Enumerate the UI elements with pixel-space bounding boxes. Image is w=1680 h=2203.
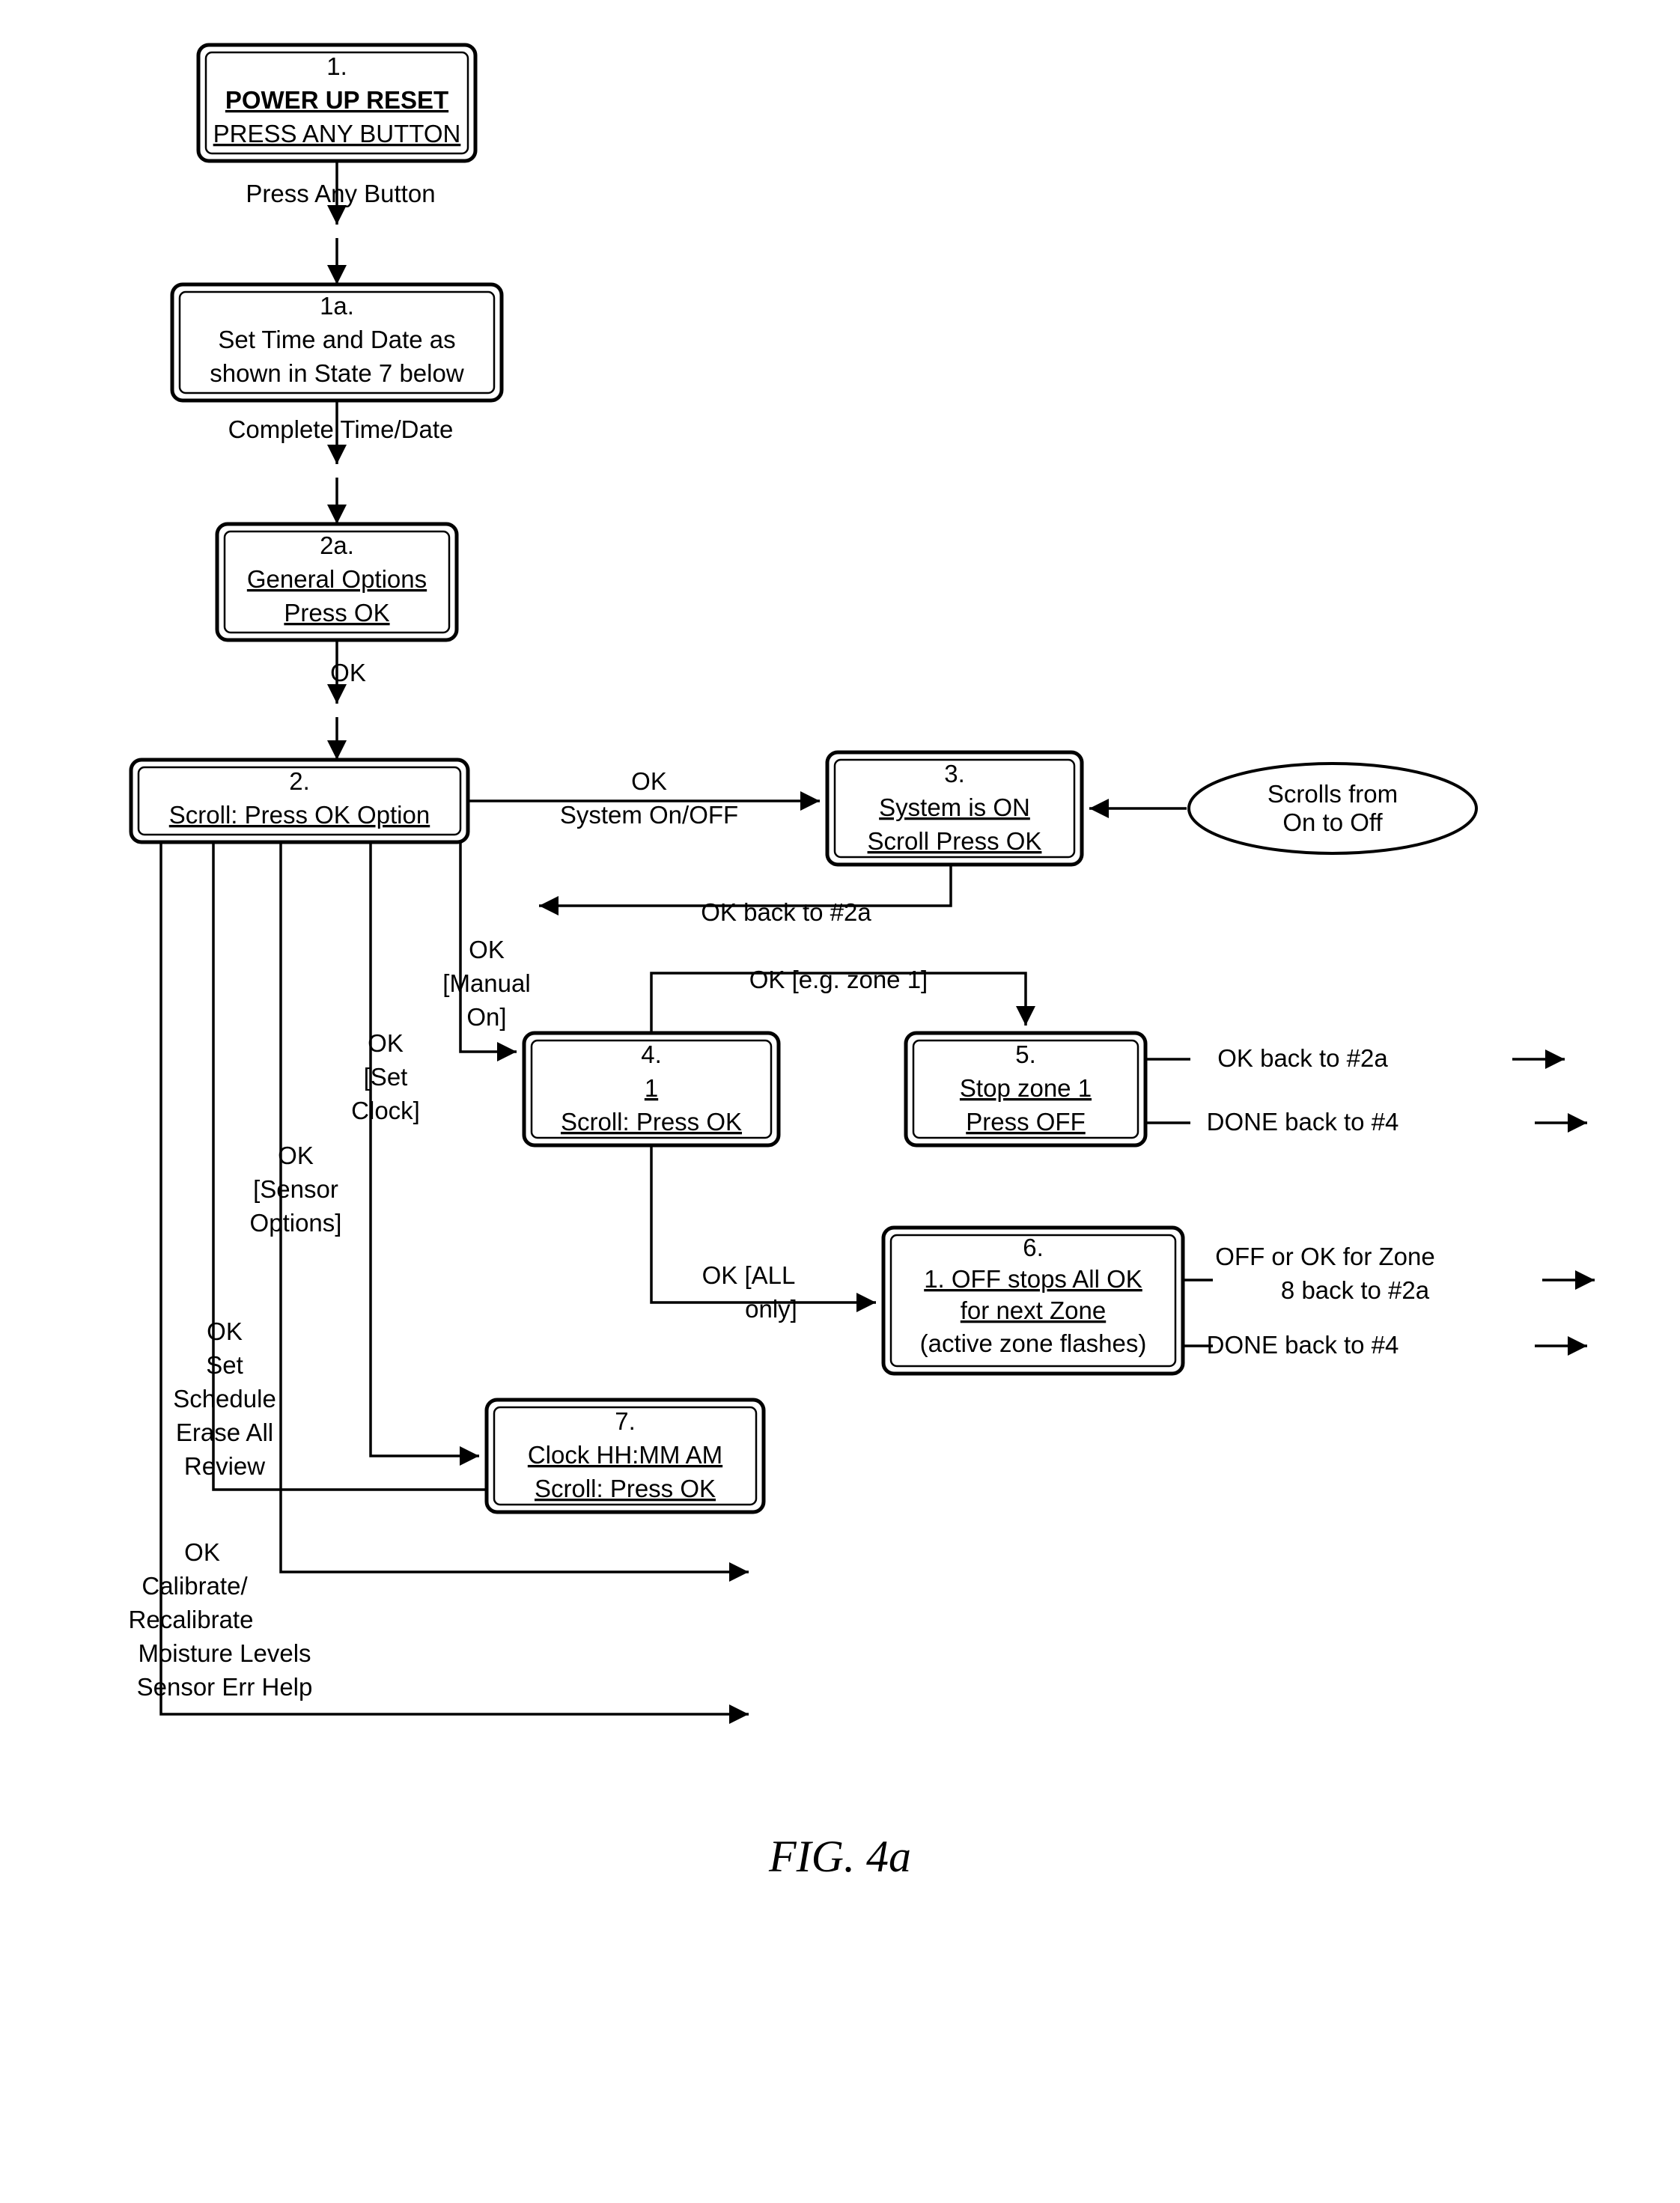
edge-label: Recalibrate <box>129 1606 254 1633</box>
edge-label: Clock] <box>351 1097 420 1124</box>
node-text: System is ON <box>879 793 1030 821</box>
edge-label: Set <box>206 1351 243 1379</box>
node-text: (active zone flashes) <box>920 1329 1147 1357</box>
node-text: Scroll: Press OK Option <box>169 801 430 829</box>
edge-label: Review <box>184 1452 265 1480</box>
node-text: 3. <box>944 760 965 787</box>
figure-label: FIG. 4a <box>768 1832 911 1881</box>
node-text: for next Zone <box>961 1296 1106 1324</box>
edge-label: OK <box>207 1317 243 1345</box>
node-text: POWER UP RESET <box>225 86 448 114</box>
node-text: General Options <box>247 565 427 593</box>
edge-label: On] <box>466 1003 506 1031</box>
edge-label: OK <box>368 1029 404 1057</box>
node-text: 4. <box>641 1040 662 1068</box>
node-text: 7. <box>615 1407 636 1435</box>
edge-label: OK back to #2a <box>701 898 871 926</box>
edge-label: [Sensor <box>253 1175 338 1203</box>
node-text: 6. <box>1023 1234 1044 1261</box>
flowchart-canvas: 1. POWER UP RESET PRESS ANY BUTTON 1a. Set T… <box>0 0 1680 2203</box>
edge-label: DONE back to #4 <box>1207 1108 1399 1136</box>
edge-label: 8 back to #2a <box>1281 1276 1430 1304</box>
edge-label: System On/OFF <box>560 801 738 829</box>
node-n7: 7. Clock HH:MM AM Scroll: Press OK <box>487 1400 764 1512</box>
node-text: Press OK <box>284 599 389 627</box>
node-text: Scroll Press OK <box>868 827 1042 855</box>
edge-label: [Set <box>364 1063 408 1091</box>
node-n2: 2. Scroll: Press OK Option <box>131 760 468 842</box>
node-n4: 4. 1 Scroll: Press OK <box>524 1033 779 1145</box>
node-text: On to Off <box>1282 808 1383 836</box>
edge-label: Calibrate/ <box>141 1572 248 1600</box>
node-e1: Scrolls fromOn to Off <box>1189 764 1476 853</box>
edge-label: Erase All <box>176 1419 273 1446</box>
node-text: 2. <box>289 767 310 795</box>
node-text: shown in State 7 below <box>210 359 464 387</box>
node-n1: 1. POWER UP RESET PRESS ANY BUTTON <box>198 45 475 161</box>
node-text: 1. OFF stops All OK <box>924 1265 1142 1293</box>
edge-label: DONE back to #4 <box>1207 1331 1399 1359</box>
node-text: 2a. <box>320 531 354 559</box>
edge-label: OK [e.g. zone 1] <box>749 966 928 993</box>
edge-label: OK back to #2a <box>1217 1044 1388 1072</box>
edge-label: OK <box>631 767 667 795</box>
node-text: 1 <box>645 1074 658 1102</box>
node-text: Stop zone 1 <box>960 1074 1092 1102</box>
node-text: Set Time and Date as <box>218 326 455 353</box>
edge-label: [Manual <box>442 969 530 997</box>
edge-label: Schedule <box>173 1385 276 1413</box>
edge-label: OK [ALL <box>702 1261 796 1289</box>
edge-label: OK <box>330 659 366 686</box>
edge-label: Complete Time/Date <box>228 415 454 443</box>
edge-label: Moisture Levels <box>138 1639 311 1667</box>
edge-label: only] <box>745 1295 797 1323</box>
edge-label: OFF or OK for Zone <box>1215 1243 1434 1270</box>
node-text: 1a. <box>320 292 354 320</box>
node-text: Press OFF <box>966 1108 1086 1136</box>
node-text: 5. <box>1015 1040 1036 1068</box>
edge-label: Options] <box>250 1209 342 1237</box>
node-text: Scrolls from <box>1267 780 1398 808</box>
node-text: 1. <box>326 52 347 80</box>
node-text: Clock HH:MM AM <box>528 1441 722 1469</box>
node-n1a: 1a. Set Time and Date as shown in State 7 … <box>172 284 502 400</box>
node-n6: 6. 1. OFF stops All OK for next Zone (activ… <box>883 1228 1183 1374</box>
edge-label: OK <box>184 1538 220 1566</box>
node-text: PRESS ANY BUTTON <box>213 120 461 147</box>
edge-label: Sensor Err Help <box>137 1673 313 1701</box>
edge-label: Press Any Button <box>246 180 435 207</box>
node-text: Scroll: Press OK <box>535 1475 716 1502</box>
edge-label: OK <box>469 936 505 963</box>
edge-label: OK <box>278 1142 314 1169</box>
edge <box>371 842 479 1456</box>
node-text: Scroll: Press OK <box>561 1108 742 1136</box>
node-n2a: 2a. General Options Press OK <box>217 524 457 640</box>
node-n3: 3. System is ON Scroll Press OK <box>827 752 1082 865</box>
node-n5: 5. Stop zone 1 Press OFF <box>906 1033 1145 1145</box>
